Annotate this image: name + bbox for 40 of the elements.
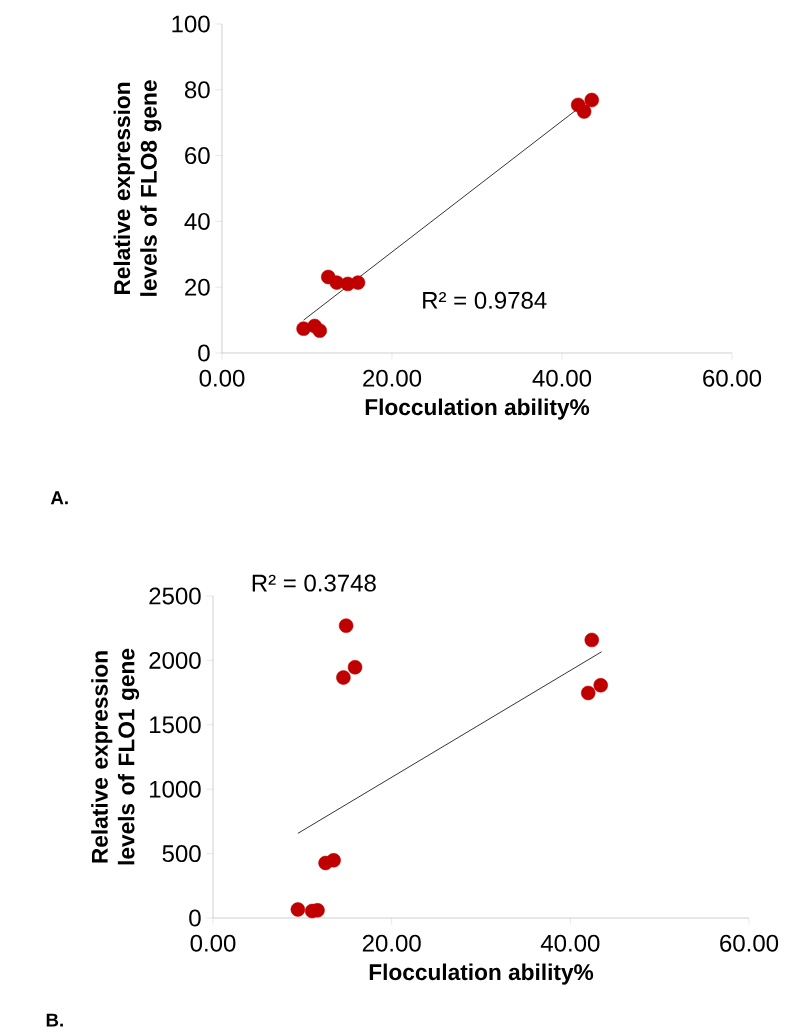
y-tick-label: 40 — [184, 212, 210, 230]
y-tick-label: 500 — [162, 845, 201, 863]
point — [338, 618, 354, 633]
x-tick-label: 0.00 — [199, 369, 245, 387]
point — [581, 685, 596, 701]
point — [350, 275, 366, 290]
x-axis-title: Flocculation ability% — [365, 398, 590, 420]
y-tick-label: 1500 — [150, 716, 201, 734]
text: B. — [46, 1013, 63, 1027]
y-tick-label: 60 — [185, 147, 210, 165]
y-tick-label: 0 — [198, 344, 210, 362]
y-tick-label: 100 — [172, 15, 210, 33]
x-tick-label: 60.00 — [720, 934, 779, 952]
y-tick-label: 80 — [184, 81, 210, 99]
x-tick-label: 20.00 — [363, 369, 422, 387]
y-tick-label: 20 — [185, 278, 210, 296]
y-tick-label: 2500 — [149, 587, 201, 605]
x-tick-label: 60.00 — [703, 369, 762, 387]
text: R² = 0.3748 — [252, 574, 376, 592]
point — [312, 323, 327, 338]
x-tick-label: 40.00 — [540, 934, 600, 952]
point — [584, 92, 599, 108]
y-tick-label: 0 — [189, 909, 201, 927]
text: A. — [50, 491, 68, 505]
x-tick-label: 40.00 — [532, 369, 592, 387]
point — [336, 670, 351, 685]
point — [576, 104, 592, 119]
y-tick-label: 1000 — [150, 780, 201, 798]
y-axis-title: Relative expression levels of FLO8 gene — [113, 80, 162, 296]
annotation: R² = 0.9784 — [423, 291, 547, 309]
y-axis-title: Relative expression levels of FLO1 gene — [91, 648, 140, 865]
point — [326, 853, 341, 868]
x-tick-label: 0.00 — [190, 934, 236, 952]
point — [290, 902, 306, 917]
x-axis-title: Flocculation ability% — [369, 963, 594, 985]
point — [347, 660, 363, 675]
point — [593, 678, 608, 693]
y-tick-label: 2000 — [149, 651, 201, 669]
x-tick-label: 20.00 — [362, 934, 421, 952]
point — [584, 632, 599, 648]
